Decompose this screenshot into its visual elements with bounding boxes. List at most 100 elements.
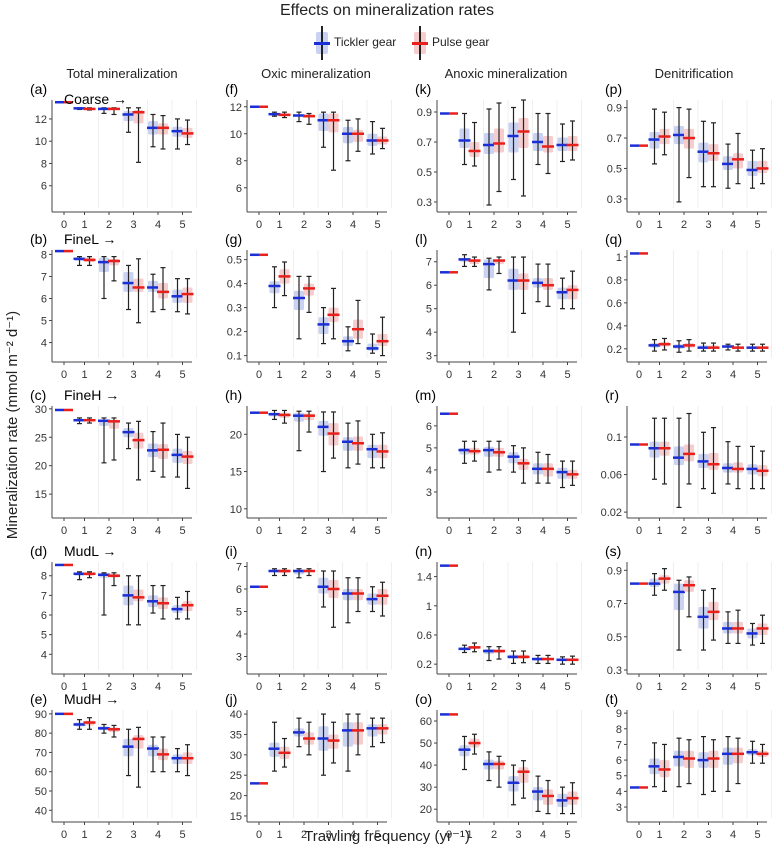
panel-s-xtick-label: 4 (730, 681, 736, 693)
panel-l-xtick-label: 1 (466, 369, 472, 381)
panel-a-tag: (a) (30, 81, 47, 97)
panel-j-ytick-label: 40 (230, 709, 242, 721)
panel-a-ytick-label: 8 (41, 158, 47, 170)
panel-k-tag: (k) (415, 81, 431, 97)
panel-s-xtick-label: 1 (656, 681, 662, 693)
panel-a-xtick-label: 5 (179, 219, 185, 231)
panel-g-ytick-label: 0.3 (227, 303, 242, 315)
panel-e-tag: (e) (30, 691, 47, 707)
panel-s-xtick-label: 0 (636, 681, 642, 693)
x-axis-title: Trawling frequency (yr⁻¹) (304, 828, 470, 845)
panel-d-ytick-label: 7 (41, 590, 47, 602)
panel-t-ytick-label: 6 (616, 755, 622, 767)
panel-i-ytick-label: 5 (236, 607, 242, 619)
panel-j-xtick-label: 5 (374, 829, 380, 841)
panel-m-xtick-label: 0 (446, 525, 452, 537)
panel-o-ytick-label: 50 (420, 738, 432, 750)
panel-s-xtick-label: 3 (705, 681, 711, 693)
panel-e-ytick-label: 60 (35, 767, 47, 779)
panel-h-xtick-label: 0 (256, 525, 262, 537)
panel-j-ytick-label: 25 (230, 770, 242, 782)
panel-g-xtick-label: 5 (374, 369, 380, 381)
panel-b-ytick-label: 7 (41, 271, 47, 283)
row-label-2: FineH → (64, 387, 119, 403)
panel-f-xtick-label: 0 (256, 219, 262, 231)
panel-a-xtick-label: 1 (81, 219, 87, 231)
panel-t-ytick-label: 7 (616, 739, 622, 751)
panel-i-xtick-label: 0 (256, 681, 262, 693)
legend-key-pulse (412, 26, 428, 60)
panel-c-ytick-label: 25 (35, 432, 47, 444)
panel-m-tag: (m) (415, 387, 436, 403)
panel-f-ytick-label: 8 (236, 156, 242, 168)
panel-h-xtick-label: 1 (276, 525, 282, 537)
panel-c-ytick-label: 15 (35, 489, 47, 501)
panel-i-ytick-label: 3 (236, 652, 242, 664)
panel-l-xtick-label: 0 (446, 369, 452, 381)
column-title-denitrification: Denitrification (654, 66, 734, 81)
panel-g-xtick-label: 2 (301, 369, 307, 381)
panel-m-xtick-label: 1 (466, 525, 472, 537)
panel-s-xtick-label: 2 (681, 681, 687, 693)
panel-g-xtick-label: 1 (276, 369, 282, 381)
panel-i-xtick-label: 4 (350, 681, 356, 693)
panel-k-xtick-label: 3 (515, 219, 521, 231)
panel-r-xtick-label: 0 (636, 525, 642, 537)
panel-b-ytick-label: 6 (41, 293, 47, 305)
panel-c-xtick-label: 1 (81, 525, 87, 537)
panel-c-ytick-label: 20 (35, 461, 47, 473)
panel-c-xtick-label: 2 (106, 525, 112, 537)
panel-b-tag: (b) (30, 231, 47, 247)
panel-t-xtick-label: 4 (730, 829, 736, 841)
panel-b-ytick-label: 4 (41, 338, 47, 350)
panel-f-xtick-label: 3 (325, 219, 331, 231)
panel-n-xtick-label: 4 (540, 681, 546, 693)
panel-s-ytick-label: 0.7 (607, 599, 622, 611)
panel-p-ytick-label: 0.5 (607, 163, 622, 175)
panel-e-ytick-label: 80 (35, 728, 47, 740)
panel-j-xtick-label: 1 (276, 829, 282, 841)
panel-j-xtick-label: 3 (325, 829, 331, 841)
panel-t-xtick-label: 5 (754, 829, 760, 841)
panel-p-xtick-label: 3 (705, 219, 711, 231)
panel-d-ytick-label: 4 (41, 649, 47, 661)
panel-r-xtick-label: 2 (681, 525, 687, 537)
panel-s-ytick-label: 0.9 (607, 565, 622, 577)
panel-b-xtick-label: 2 (106, 369, 112, 381)
panel-i-ytick-label: 6 (236, 584, 242, 596)
panel-g-tag: (g) (225, 231, 242, 247)
panel-m-xtick-label: 5 (564, 525, 570, 537)
panel-r-ytick-label: 0.02 (601, 507, 622, 519)
panel-t-ytick-label: 5 (616, 771, 622, 783)
panel-j-tag: (j) (225, 691, 237, 707)
panel-e-xtick-label: 1 (81, 829, 87, 841)
panel-l-ytick-label: 3 (426, 351, 432, 363)
panel-j-ytick-label: 15 (230, 811, 242, 823)
panel-c-ytick-label: 30 (35, 404, 47, 416)
panel-q-ytick-label: 0.2 (607, 344, 622, 356)
panel-c-xtick-label: 4 (155, 525, 161, 537)
panel-k-ytick-label: 0.7 (417, 137, 432, 149)
panel-j-ytick-label: 30 (230, 750, 242, 762)
panel-g-ytick-label: 0.1 (227, 351, 242, 363)
panel-j-xtick-label: 0 (256, 829, 262, 841)
panel-i-ytick-label: 4 (236, 629, 242, 641)
panel-d-xtick-label: 4 (155, 681, 161, 693)
panel-e-ytick-label: 50 (35, 786, 47, 798)
panel-f-xtick-label: 2 (301, 219, 307, 231)
panel-n-ytick-label: 0.6 (417, 630, 432, 642)
row-label-3: MudL → (64, 543, 116, 559)
panel-l-ytick-label: 4 (426, 327, 432, 339)
y-axis-title: Mineralization rate (mmol m⁻² d⁻¹) (4, 310, 21, 540)
panel-n-tag: (n) (415, 543, 432, 559)
panel-d-xtick-label: 0 (61, 681, 67, 693)
panel-o-xtick-label: 5 (564, 829, 570, 841)
panel-f-tag: (f) (225, 81, 238, 97)
figure-title: Effects on mineralization rates (279, 2, 495, 19)
panel-r-xtick-label: 3 (705, 525, 711, 537)
panel-e-ytick-label: 70 (35, 747, 47, 759)
panel-g-xtick-label: 3 (325, 369, 331, 381)
panel-o-xtick-label: 0 (446, 829, 452, 841)
panel-i-ytick-label: 7 (236, 562, 242, 574)
panel-q-xtick-label: 3 (705, 369, 711, 381)
